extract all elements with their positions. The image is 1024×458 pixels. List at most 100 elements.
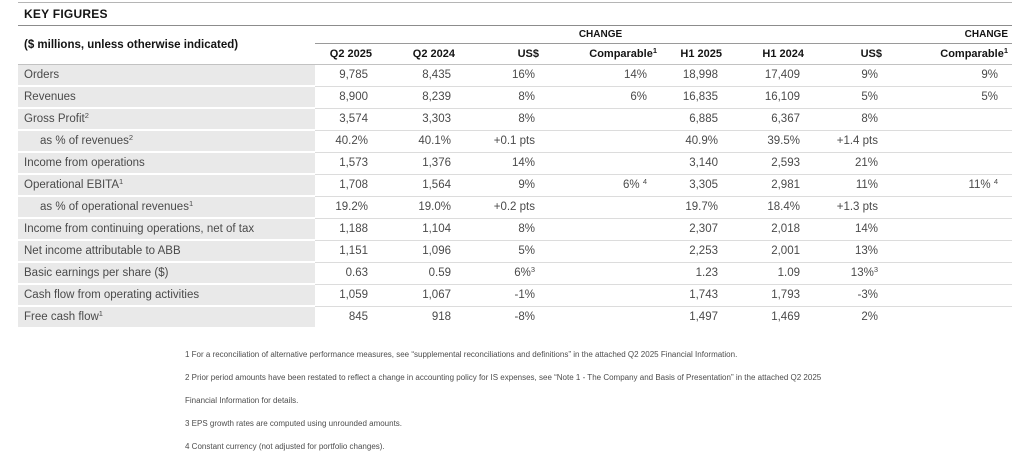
table-row: Cash flow from operating activities 1,059…: [18, 283, 1012, 306]
key-figures-table: ($ millions, unless otherwise indicated)…: [18, 26, 1012, 327]
cell-value: [549, 151, 661, 174]
cell-value: 8%: [465, 107, 549, 130]
units-label: ($ millions, unless otherwise indicated): [18, 26, 315, 65]
cell-value: 2,018: [732, 217, 814, 240]
cell-value: [549, 261, 661, 284]
footnote-marker: 2: [84, 111, 89, 120]
cell-value: -3%: [814, 283, 892, 306]
header-spacer: [732, 26, 814, 44]
cell-value: 8%: [814, 107, 892, 130]
comparable-label: Comparable: [589, 48, 653, 60]
title-rule: [18, 25, 1012, 26]
column-header-row: Q2 2025 Q2 2024 US$ Comparable1 H1 2025 …: [18, 43, 1012, 65]
cell-value: 2,981: [732, 173, 814, 196]
column-header-h1-2024: H1 2024: [732, 43, 814, 65]
header-spacer: [315, 26, 382, 44]
table-row: Gross Profit2 3,574 3,303 8% 6,885 6,367 8%: [18, 107, 1012, 130]
cell-value: 2,593: [732, 151, 814, 174]
footnote-marker: 3: [530, 265, 535, 274]
cell-value: [892, 151, 1012, 174]
cell-value: 6,367: [732, 107, 814, 130]
cell-value: 2%: [814, 305, 892, 327]
cell-value: 2,001: [732, 239, 814, 262]
change-label-q2: CHANGE: [549, 26, 661, 44]
cell-value: 5%: [892, 85, 1012, 108]
cell-value: [892, 129, 1012, 152]
footnote: 2 Prior period amounts have been restate…: [185, 373, 822, 405]
cell-value: 8%: [465, 85, 549, 108]
table-row: as % of revenues2 40.2% 40.1% +0.1 pts 40.9%…: [18, 129, 1012, 152]
cell-value: 1,564: [382, 173, 465, 196]
cell-value: 40.9%: [661, 129, 732, 152]
cell-value: 6%3: [465, 261, 549, 284]
cell-value: 13%3: [814, 261, 892, 284]
cell-value: [549, 107, 661, 130]
cell-value: [892, 283, 1012, 306]
footnote-marker: 2: [128, 133, 134, 142]
row-label: as % of operational revenues1: [18, 195, 315, 218]
cell-value: [549, 217, 661, 240]
header-spacer: [382, 26, 465, 44]
row-label: as % of revenues2: [18, 129, 315, 152]
cell-value: 18,998: [682, 69, 718, 82]
report-page: KEY FIGURES ($ millions, unless otherwis…: [18, 0, 1012, 458]
cell-value: [549, 195, 661, 218]
footnote-marker: 1: [1003, 46, 1008, 55]
cell-value: 1,104: [382, 217, 465, 240]
row-label: Revenues: [18, 85, 315, 108]
cell-value: [892, 239, 1012, 262]
column-header-usd-h1: US$: [814, 43, 892, 65]
row-label: Orders: [18, 64, 315, 86]
cell-value: 2,307: [661, 217, 732, 240]
table-row: Revenues 8,900 8,239 8% 6% 16,835 16,109 5% 5%: [18, 85, 1012, 108]
row-label: Net income attributable to ABB: [18, 239, 315, 262]
footnote-marker: 4: [642, 177, 647, 186]
cell-value: 1,793: [732, 283, 814, 306]
cell-value: 8,435: [422, 69, 451, 82]
page-title: KEY FIGURES: [24, 7, 108, 21]
cell-value: 1.23: [661, 261, 732, 284]
row-label: Basic earnings per share ($): [18, 261, 315, 284]
cell-value: 14%: [465, 151, 549, 174]
footnote: 3 EPS growth rates are computed using un…: [185, 419, 403, 428]
cell-value: 3,574: [315, 107, 382, 130]
cell-value: 14%: [814, 217, 892, 240]
change-header-row: ($ millions, unless otherwise indicated)…: [18, 26, 1012, 65]
cell-value: [549, 129, 661, 152]
cell-value: 19.0%: [382, 195, 465, 218]
column-header-q2-2025: Q2 2025: [315, 43, 382, 65]
cell-value: +0.2 pts: [465, 195, 549, 218]
table-row: Free cash flow1 845 918 -8% 1,497 1,469 2%: [18, 305, 1012, 327]
footnote-marker: 1: [188, 199, 194, 208]
table-body: Orders 9,785 8,435 16% 14% 18,998 17,409 9% 9% Re…: [18, 64, 1012, 327]
column-header-comparable-q2: Comparable1: [549, 43, 661, 65]
cell-value: 8,239: [382, 85, 465, 108]
cell-value: 16,835: [661, 85, 732, 108]
row-label: Income from continuing operations, net o…: [18, 217, 315, 240]
footnote: 1 For a reconciliation of alternative pe…: [185, 350, 738, 359]
header-spacer: [814, 26, 892, 44]
cell-value: 39.5%: [732, 129, 814, 152]
cell-value: 1.09: [732, 261, 814, 284]
table-row: Orders 9,785 8,435 16% 14% 18,998 17,409 9% 9%: [18, 64, 1012, 86]
cell-value: 1,376: [382, 151, 465, 174]
cell-value: 845: [315, 305, 382, 327]
footnote: 4 Constant currency (not adjusted for po…: [185, 442, 385, 451]
column-header-q2-2024: Q2 2024: [382, 43, 465, 65]
cell-value: 1,096: [382, 239, 465, 262]
cell-value: 3,303: [382, 107, 465, 130]
cell-value: 0.63: [315, 261, 382, 284]
cell-value: 5%: [465, 239, 549, 262]
header-spacer: [465, 26, 549, 44]
cell-value: [549, 239, 661, 262]
footnotes: 1 For a reconciliation of alternative pe…: [185, 343, 840, 458]
cell-value: 1,151: [315, 239, 382, 262]
cell-value: [892, 305, 1012, 327]
cell-value: 6% 4: [549, 173, 661, 196]
cell-value: 40.1%: [382, 129, 465, 152]
cell-value: 1,497: [661, 305, 732, 327]
cell-value: 9,785: [339, 69, 368, 82]
row-label: Operational EBITA1: [18, 173, 315, 196]
cell-value: -1%: [465, 283, 549, 306]
table-header: ($ millions, unless otherwise indicated)…: [18, 26, 1012, 65]
